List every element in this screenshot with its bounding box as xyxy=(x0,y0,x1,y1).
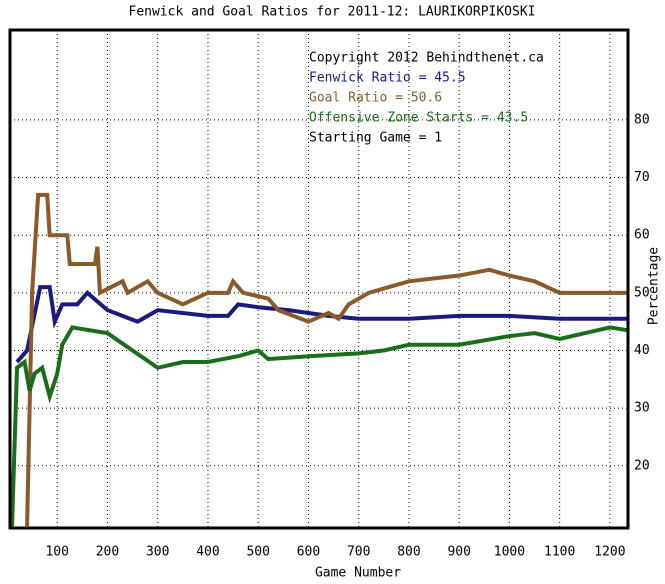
annotation: Offensive Zone Starts = 43.5 xyxy=(309,111,528,126)
y-axis-label: Percentage xyxy=(647,247,662,325)
x-axis-label: Game Number xyxy=(315,566,401,581)
x-tick-label: 400 xyxy=(196,545,219,560)
annotation: Starting Game = 1 xyxy=(309,131,442,146)
x-tick-label: 600 xyxy=(297,545,320,560)
x-tick-label: 1100 xyxy=(544,545,575,560)
annotation: Fenwick Ratio = 45.5 xyxy=(309,71,466,86)
x-tick-label: 100 xyxy=(45,545,68,560)
y-tick-label: 40 xyxy=(634,343,650,358)
x-tick-label: 1000 xyxy=(494,545,525,560)
x-tick-label: 800 xyxy=(397,545,420,560)
plot-frame xyxy=(8,28,630,530)
y-tick-label: 20 xyxy=(634,458,650,473)
series-line xyxy=(25,192,628,527)
annotation: Copyright 2012 Behindthenet.ca xyxy=(309,51,544,66)
y-tick-label: 80 xyxy=(634,112,650,127)
x-tick-label: 900 xyxy=(447,545,470,560)
annotation: Goal Ratio = 50.6 xyxy=(309,91,442,106)
x-tick-label: 300 xyxy=(146,545,169,560)
chart-title: Fenwick and Goal Ratios for 2011-12: LAU… xyxy=(129,5,536,20)
x-tick-label: 500 xyxy=(246,545,269,560)
y-tick-label: 60 xyxy=(634,228,650,243)
y-tick-label: 70 xyxy=(634,170,650,185)
series-line xyxy=(15,285,628,364)
series-line xyxy=(10,325,629,527)
y-tick-label: 30 xyxy=(634,401,650,416)
y-tick-label: 50 xyxy=(634,285,650,300)
x-tick-label: 700 xyxy=(347,545,370,560)
x-tick-label: 1200 xyxy=(594,545,625,560)
x-tick-label: 200 xyxy=(96,545,119,560)
